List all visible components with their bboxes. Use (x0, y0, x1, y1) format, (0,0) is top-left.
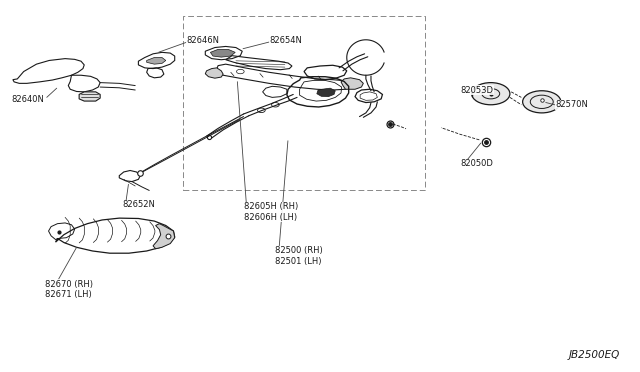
Polygon shape (79, 92, 100, 101)
Text: 82050D: 82050D (460, 159, 493, 169)
Text: 82500 (RH)
82501 (LH): 82500 (RH) 82501 (LH) (275, 247, 323, 266)
Circle shape (472, 83, 510, 105)
Text: 82640N: 82640N (12, 95, 45, 104)
Circle shape (523, 91, 561, 113)
Text: 82605H (RH)
82606H (LH): 82605H (RH) 82606H (LH) (244, 202, 298, 222)
Text: 82652N: 82652N (122, 200, 156, 209)
Text: 82570N: 82570N (556, 100, 589, 109)
Polygon shape (147, 58, 166, 64)
Text: JB2500EQ: JB2500EQ (568, 350, 620, 359)
Polygon shape (317, 88, 335, 97)
Text: 82053D: 82053D (460, 86, 493, 94)
Polygon shape (341, 78, 364, 89)
Polygon shape (153, 224, 175, 249)
Text: 82654N: 82654N (269, 36, 302, 45)
Text: 82646N: 82646N (186, 36, 219, 45)
Text: 82670 (RH)
82671 (LH): 82670 (RH) 82671 (LH) (45, 280, 93, 299)
Polygon shape (211, 49, 236, 57)
Polygon shape (205, 68, 223, 78)
